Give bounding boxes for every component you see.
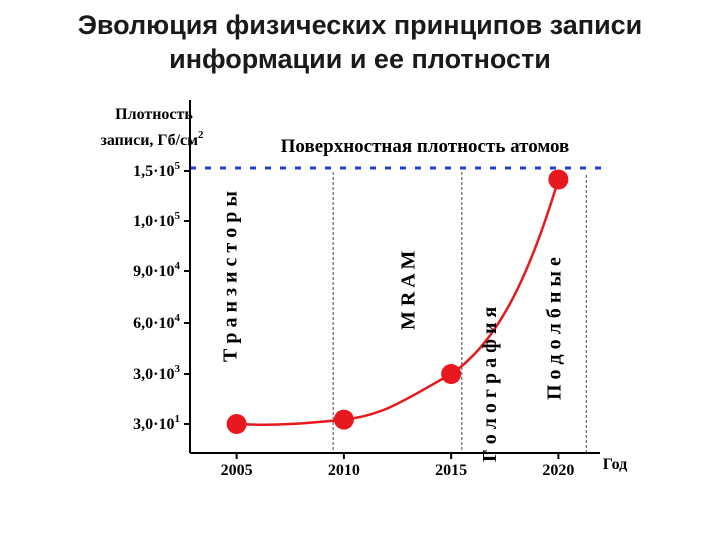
chart-limit-label: Поверхностная плотность атомов: [281, 136, 570, 157]
y-tick-mantissa: 6,0·10: [133, 315, 174, 332]
y-tick-label: 9,0·104: [133, 260, 180, 280]
chart-y-label-text: записи, Гб/см: [100, 132, 198, 149]
chart-series-curve: [236, 179, 560, 426]
y-tick-exponent: 4: [175, 260, 181, 272]
data-point: [226, 414, 247, 434]
y-tick-label: 1,0·105: [133, 210, 180, 230]
data-point: [548, 169, 569, 190]
technology-annotation: Г о л о г р а ф и я: [479, 306, 501, 462]
y-tick-mantissa: 9,0·10: [133, 263, 174, 280]
chart-axes: [189, 100, 600, 454]
chart-x-ticks: 2005 2010 2015 2020: [221, 453, 574, 479]
technology-annotation: Т р а н з и с т о р ы: [220, 191, 242, 362]
chart-data-points: [226, 169, 569, 434]
chart-vertical-guides: [332, 172, 587, 453]
y-tick-label: 6,0·104: [133, 312, 180, 332]
y-tick-exponent: 3: [175, 363, 181, 375]
chart-y-label-sup: 2: [198, 129, 204, 141]
x-tick-label: 2015: [435, 462, 467, 479]
x-tick-label: 2020: [542, 462, 574, 479]
technology-annotation: M R A M: [398, 250, 420, 330]
y-tick-mantissa: 3,0·10: [133, 366, 174, 383]
slide-title-line1: Эволюция физических принципов записи: [77, 10, 643, 40]
chart-y-label-line1: Плотность: [115, 106, 193, 123]
chart-x-label: Год: [603, 456, 627, 473]
x-tick-label: 2010: [328, 462, 360, 479]
y-tick-mantissa: 1,0·10: [133, 213, 174, 230]
data-point: [441, 364, 462, 384]
x-tick-label: 2005: [221, 462, 253, 479]
y-tick-label: 1,5·105: [133, 160, 180, 180]
chart-y-ticks: 3,0·1013,0·1036,0·1049,0·1041,0·1051,5·1…: [133, 160, 190, 433]
technology-annotation: П о д о л б н ы е: [544, 257, 566, 400]
y-tick-label: 3,0·103: [133, 363, 180, 383]
slide-title-line2: информации и ее плотности: [169, 44, 551, 74]
y-tick-exponent: 4: [175, 312, 181, 324]
y-tick-exponent: 5: [175, 160, 181, 172]
y-tick-mantissa: 1,5·10: [133, 163, 174, 180]
y-tick-mantissa: 3,0·10: [133, 416, 174, 433]
y-tick-exponent: 1: [175, 413, 181, 425]
slide-title: Эволюция физических принципов записи инф…: [0, 8, 720, 76]
series-line: [236, 179, 560, 426]
y-tick-exponent: 5: [175, 210, 181, 222]
data-point: [333, 409, 354, 430]
chart-annotations: Т р а н з и с т о р ы M R A M Г о л о г р …: [220, 191, 566, 462]
y-tick-label: 3,0·101: [133, 413, 180, 433]
chart-y-label-line2: записи, Гб/см2: [100, 129, 204, 149]
